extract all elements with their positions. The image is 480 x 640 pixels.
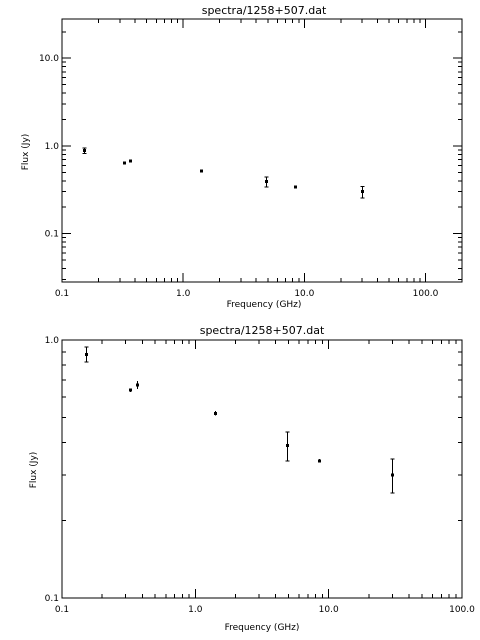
y-axis-label: Flux (Jy) — [21, 134, 31, 171]
y-tick-label: 0.1 — [45, 230, 59, 240]
data-marker — [129, 388, 132, 392]
x-tick-label: 0.1 — [55, 605, 69, 615]
x-tick-label: 1.0 — [176, 289, 191, 299]
data-marker — [129, 159, 132, 163]
bottom-spectrum-plot: spectra/1258+507.dat Frequency (GHz) Flu… — [29, 324, 475, 633]
data-marker — [265, 180, 268, 184]
data-marker — [83, 149, 86, 153]
data-marker — [286, 444, 289, 448]
chart-title: spectra/1258+507.dat — [202, 4, 327, 17]
data-marker — [85, 352, 88, 356]
data-marker — [136, 383, 139, 387]
data-point — [123, 161, 126, 165]
data-marker — [123, 161, 126, 165]
data-marker — [318, 459, 321, 463]
data-point — [129, 388, 132, 392]
data-point — [318, 459, 321, 463]
top-spectrum-plot: spectra/1258+507.dat Frequency (GHz) Flu… — [21, 4, 463, 310]
data-point — [84, 346, 89, 363]
data-marker — [294, 185, 297, 189]
y-tick-label: 0.1 — [45, 594, 59, 604]
x-tick-label: 10.0 — [319, 605, 339, 615]
y-tick-label: 10.0 — [39, 54, 59, 64]
data-point — [390, 458, 395, 494]
data-point — [360, 185, 365, 199]
x-tick-label: 100.0 — [449, 605, 475, 615]
y-tick-label: 1.0 — [45, 336, 60, 346]
x-tick-label: 1.0 — [188, 605, 203, 615]
x-tick-label: 100.0 — [413, 289, 439, 299]
data-marker — [200, 169, 203, 173]
x-axis-label: Frequency (GHz) — [225, 623, 300, 633]
data-marker — [214, 411, 217, 415]
plot-frame — [61, 18, 463, 283]
x-tick-label: 10.0 — [294, 289, 314, 299]
data-marker — [391, 473, 394, 477]
chart-title: spectra/1258+507.dat — [200, 324, 325, 337]
data-point — [214, 411, 217, 416]
data-point — [285, 431, 290, 462]
data-point — [82, 147, 87, 154]
data-point — [200, 169, 203, 173]
data-point — [294, 185, 297, 189]
x-axis-label: Frequency (GHz) — [227, 300, 302, 310]
y-tick-label: 1.0 — [45, 142, 60, 152]
data-marker — [361, 190, 364, 194]
x-tick-label: 0.1 — [55, 289, 69, 299]
data-point — [264, 176, 269, 188]
data-point — [129, 159, 132, 163]
data-point — [136, 380, 139, 390]
y-axis-label: Flux (Jy) — [29, 452, 39, 489]
plot-frame — [61, 339, 463, 599]
